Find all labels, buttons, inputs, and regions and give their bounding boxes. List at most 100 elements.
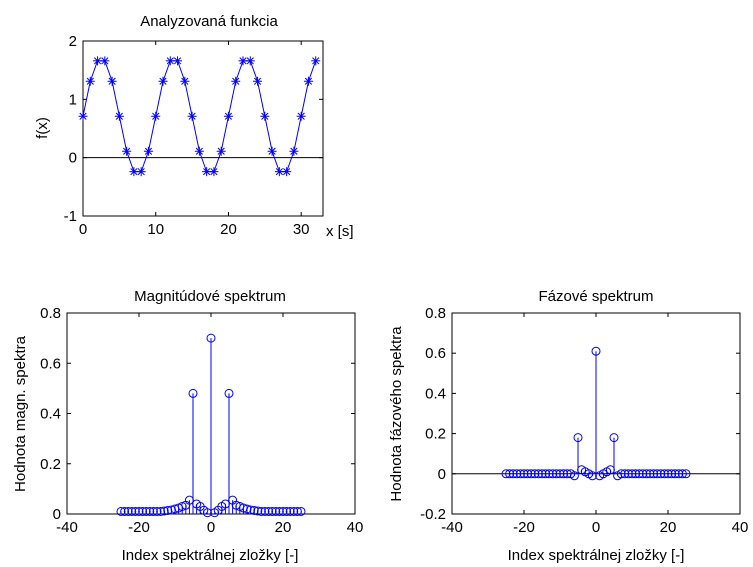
chart-2-ytick-label: 0 [53,506,61,523]
chart-3-stem [631,469,641,479]
chart-3-stem [505,469,515,479]
chart-1-marker-stroke [93,57,102,65]
chart-1-data-point [260,111,270,121]
chart-1-marker-stroke [224,112,233,120]
chart-3-stem-marker [515,469,525,479]
chart-3-stem-marker [508,469,518,479]
chart-3-stem [591,346,601,474]
chart-magnitude-spectrum: Magnitúdové spektrum Hodnota magn. spekt… [12,288,363,564]
chart-3-stem [645,469,655,479]
chart-1-marker-stroke [210,168,218,176]
chart-1-data-point [274,167,284,177]
chart-3-xtick-label: 0 [592,519,600,536]
chart-1-data-point [78,111,88,121]
chart-3-stem-marker [641,469,651,479]
chart-2-stem-marker [224,388,234,398]
chart-1-data-point [158,76,168,86]
chart-3-stem [512,469,522,479]
chart-3-stem-marker [533,469,543,479]
chart-1-data-point [267,146,277,156]
chart-3-stem [649,469,659,479]
chart-2-xtick-label: 40 [347,519,364,536]
chart-3-stem-marker [526,469,536,479]
chart-1-marker-stroke [173,57,182,65]
chart-3-stem-marker [659,469,669,479]
chart-1-marker-stroke [217,147,225,155]
chart-3-stem-marker [670,469,680,479]
chart-3-stem [616,469,626,479]
chart-3-ticks: -40 -20 0 20 40 -0.2 0 0.2 0.4 0.6 0.8 [420,305,748,536]
chart-3-stem-marker [501,469,511,479]
chart-3-stem [515,469,525,479]
chart-1-marker-stroke [137,168,145,176]
chart-3-xtick-label: -40 [441,519,463,536]
chart-3-stem-marker [530,469,540,479]
chart-1-xtick-label: 20 [220,221,237,238]
chart-3-title: Fázové spektrum [538,288,653,305]
chart-3-stem [609,433,619,474]
chart-3-stem-marker [623,469,633,479]
chart-2-ytick-label: 0.4 [40,406,61,423]
chart-3-stem-marker [620,469,630,479]
chart-1-data-point [245,56,255,66]
chart-1-marker-stroke [297,112,305,120]
chart-1-data-point [289,146,299,156]
chart-2-ylabel: Hodnota magn. spektra [12,335,29,492]
chart-1-marker-stroke [115,112,123,120]
chart-1-data-point [136,167,146,177]
chart-3-stem-marker [649,469,659,479]
chart-3-stem-marker [555,469,565,479]
chart-3-stem [533,469,543,479]
chart-3-stem-marker [667,469,677,479]
chart-1-data-point [100,56,110,66]
chart-3-stem-marker [677,469,687,479]
chart-1-marker-stroke [166,57,174,65]
chart-1-marker-stroke [181,77,189,85]
chart-1-data-point [107,76,117,86]
chart-1-marker-stroke [232,77,240,85]
chart-2-ytick-label: 0.6 [40,355,61,372]
chart-analyzed-function: Analyzovaná funkcia f(x) x [s] 0 10 20 30-1… [34,13,354,240]
chart-3-ytick-label: 0.6 [425,345,446,362]
chart-3-stem-marker [645,469,655,479]
chart-1-data-point [296,111,306,121]
chart-3-stem [627,469,637,479]
chart-1-data-point [231,76,241,86]
chart-3-stem-marker [569,471,579,481]
chart-1-ytick-label: 1 [69,91,77,108]
chart-3-stem [569,471,579,481]
chart-2-ytick-label: 0.8 [40,305,61,322]
chart-1-data-point [165,56,175,66]
chart-3-xlabel: Index spektrálnej zložky [-] [508,547,685,564]
chart-3-stem [677,469,687,479]
chart-3-stem [674,469,684,479]
chart-3-stem [587,471,597,481]
chart-1-ytick-label: 0 [69,150,77,167]
chart-3-xtick-label: 40 [732,519,749,536]
chart-2-stem [224,388,234,514]
chart-1-marker-stroke [304,77,313,85]
chart-1-marker-stroke [261,112,269,120]
chart-3-stem [634,469,644,479]
chart-3-stem [526,469,536,479]
chart-1-marker-stroke [275,168,283,176]
chart-1-data-point [180,76,190,86]
chart-2-stem-marker [246,505,256,515]
chart-1-marker-stroke [123,147,131,155]
chart-2-stem [206,333,216,514]
chart-3-stem-marker [523,469,533,479]
chart-1-data-point [122,146,132,156]
chart-3-stem [620,469,630,479]
chart-1-ytick-label: 2 [69,33,77,50]
chart-2-xtick-label: -40 [56,519,78,536]
chart-2-stem-marker [253,506,263,516]
chart-3-stem [519,469,529,479]
chart-3-stem [508,469,518,479]
chart-1-axes-box [82,40,324,217]
chart-1-marker-stroke [188,112,196,120]
chart-2-xtick-label: 0 [207,519,215,536]
chart-3-stem [663,469,673,479]
chart-2-stem-marker [249,505,259,515]
chart-3-stem-marker [609,433,619,443]
